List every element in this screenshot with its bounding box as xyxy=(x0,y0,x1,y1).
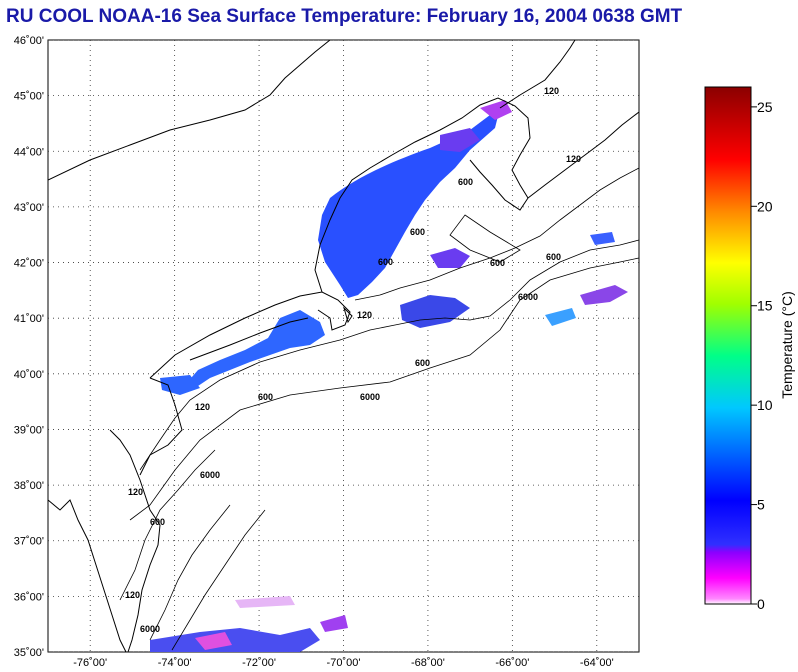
lon-tick-label: -76˚00' xyxy=(73,657,107,669)
contour-label: 120 xyxy=(544,86,559,96)
chart-title: RU COOL NOAA-16 Sea Surface Temperature:… xyxy=(6,6,683,27)
sst-patch-south-new-england xyxy=(185,310,325,388)
contour-label: 600 xyxy=(415,358,430,368)
sst-patch-bank-east xyxy=(430,248,470,268)
lat-tick-label: 36˚00' xyxy=(14,591,44,603)
isobath-120-south xyxy=(119,449,216,601)
lon-tick-label: -70˚00' xyxy=(327,657,361,669)
contour-label: 120 xyxy=(357,310,372,320)
contour-label: 120 xyxy=(125,590,140,600)
sst-patch-offshore-south xyxy=(320,615,348,632)
coastline-long-island xyxy=(189,317,309,361)
colorbar-tick-label: 20 xyxy=(757,198,773,214)
colorbar-tick-label: 5 xyxy=(757,497,765,513)
colorbar-tick-label: 25 xyxy=(757,99,773,115)
lon-tick-label: -64˚00' xyxy=(580,657,614,669)
lon-tick-label: -72˚00' xyxy=(242,657,276,669)
isobath-600 xyxy=(139,239,639,471)
contour-label: 600 xyxy=(546,252,561,262)
lat-tick-label: 37˚00' xyxy=(14,536,44,548)
contour-label: 120 xyxy=(128,487,143,497)
lat-tick-label: 43˚00' xyxy=(14,202,44,214)
lat-tick-label: 46˚00' xyxy=(14,35,44,47)
contour-label: 600 xyxy=(490,258,505,268)
colorbar-tick-label: 0 xyxy=(757,596,765,612)
isobath-120 xyxy=(354,167,639,301)
coastline-gulf-of-maine xyxy=(314,97,531,293)
lon-tick-label: -66˚00' xyxy=(495,657,529,669)
contour-label: 600 xyxy=(150,517,165,527)
sst-patch-scotian-east xyxy=(580,285,628,305)
lat-tick-label: 45˚00' xyxy=(14,91,44,103)
coastline-cape-cod xyxy=(342,306,353,324)
contour-label: 600 xyxy=(458,177,473,187)
lon-tick-label: -74˚00' xyxy=(158,657,192,669)
sst-patch-slope-water xyxy=(545,308,576,326)
contour-label: 6000 xyxy=(360,392,380,402)
longitude-tick-labels: -76˚00' -74˚00' -72˚00' -70˚00' -68˚00' -66˚0… xyxy=(73,657,613,669)
coastline-new-brunswick xyxy=(499,40,576,109)
lat-tick-label: 41˚00' xyxy=(14,313,44,325)
latitude-tick-labels: 46˚00' 45˚00' 44˚00' 43˚00' 42˚00' 41˚00' 40˚0… xyxy=(14,35,44,659)
contour-label: 6000 xyxy=(140,624,160,634)
colorbar-tick-label: 10 xyxy=(757,397,773,413)
colorbar-ticks: 0 5 10 15 20 25 xyxy=(751,99,773,612)
sst-patch-gulf-of-maine xyxy=(318,108,500,298)
coastline-delmarva xyxy=(109,429,161,652)
coastline-nova-scotia xyxy=(527,111,639,199)
contour-label: 120 xyxy=(566,154,581,164)
lat-tick-label: 39˚00' xyxy=(14,424,44,436)
colorbar-gradient xyxy=(704,86,752,605)
isobath-georges-basin xyxy=(449,214,521,263)
sst-patch-south xyxy=(150,628,320,652)
contour-label: 6000 xyxy=(200,470,220,480)
lat-tick-label: 38˚00' xyxy=(14,480,44,492)
colorbar-tick-label: 15 xyxy=(757,298,773,314)
lon-tick-label: -68˚00' xyxy=(411,657,445,669)
coastline-chesapeake xyxy=(48,499,127,652)
sst-data-layer xyxy=(150,100,628,652)
sst-patch-south-magenta xyxy=(195,632,232,650)
graticule xyxy=(48,40,639,652)
contour-label: 6000 xyxy=(518,292,538,302)
border-us-canada xyxy=(48,40,331,181)
contour-label: 600 xyxy=(378,257,393,267)
isobath-6000 xyxy=(129,257,639,521)
lat-tick-label: 35˚00' xyxy=(14,647,44,659)
lat-tick-label: 42˚00' xyxy=(14,258,44,270)
colorbar: 0 5 10 15 20 25 Temperature (°C) xyxy=(704,86,795,612)
sst-patch-georges-bank xyxy=(400,295,470,328)
contour-label: 120 xyxy=(195,402,210,412)
sst-patch-cloud-edge xyxy=(235,596,295,608)
contour-label: 600 xyxy=(258,392,273,402)
isobath-6000-south xyxy=(171,509,266,651)
contour-label: 600 xyxy=(410,227,425,237)
lat-tick-label: 40˚00' xyxy=(14,369,44,381)
colorbar-label: Temperature (°C) xyxy=(779,291,795,399)
sst-patch-scotian-shelf xyxy=(590,232,615,245)
sst-patch-coastal-maine xyxy=(440,128,480,152)
isobath-600-south xyxy=(149,504,231,641)
lat-tick-label: 44˚00' xyxy=(14,146,44,158)
